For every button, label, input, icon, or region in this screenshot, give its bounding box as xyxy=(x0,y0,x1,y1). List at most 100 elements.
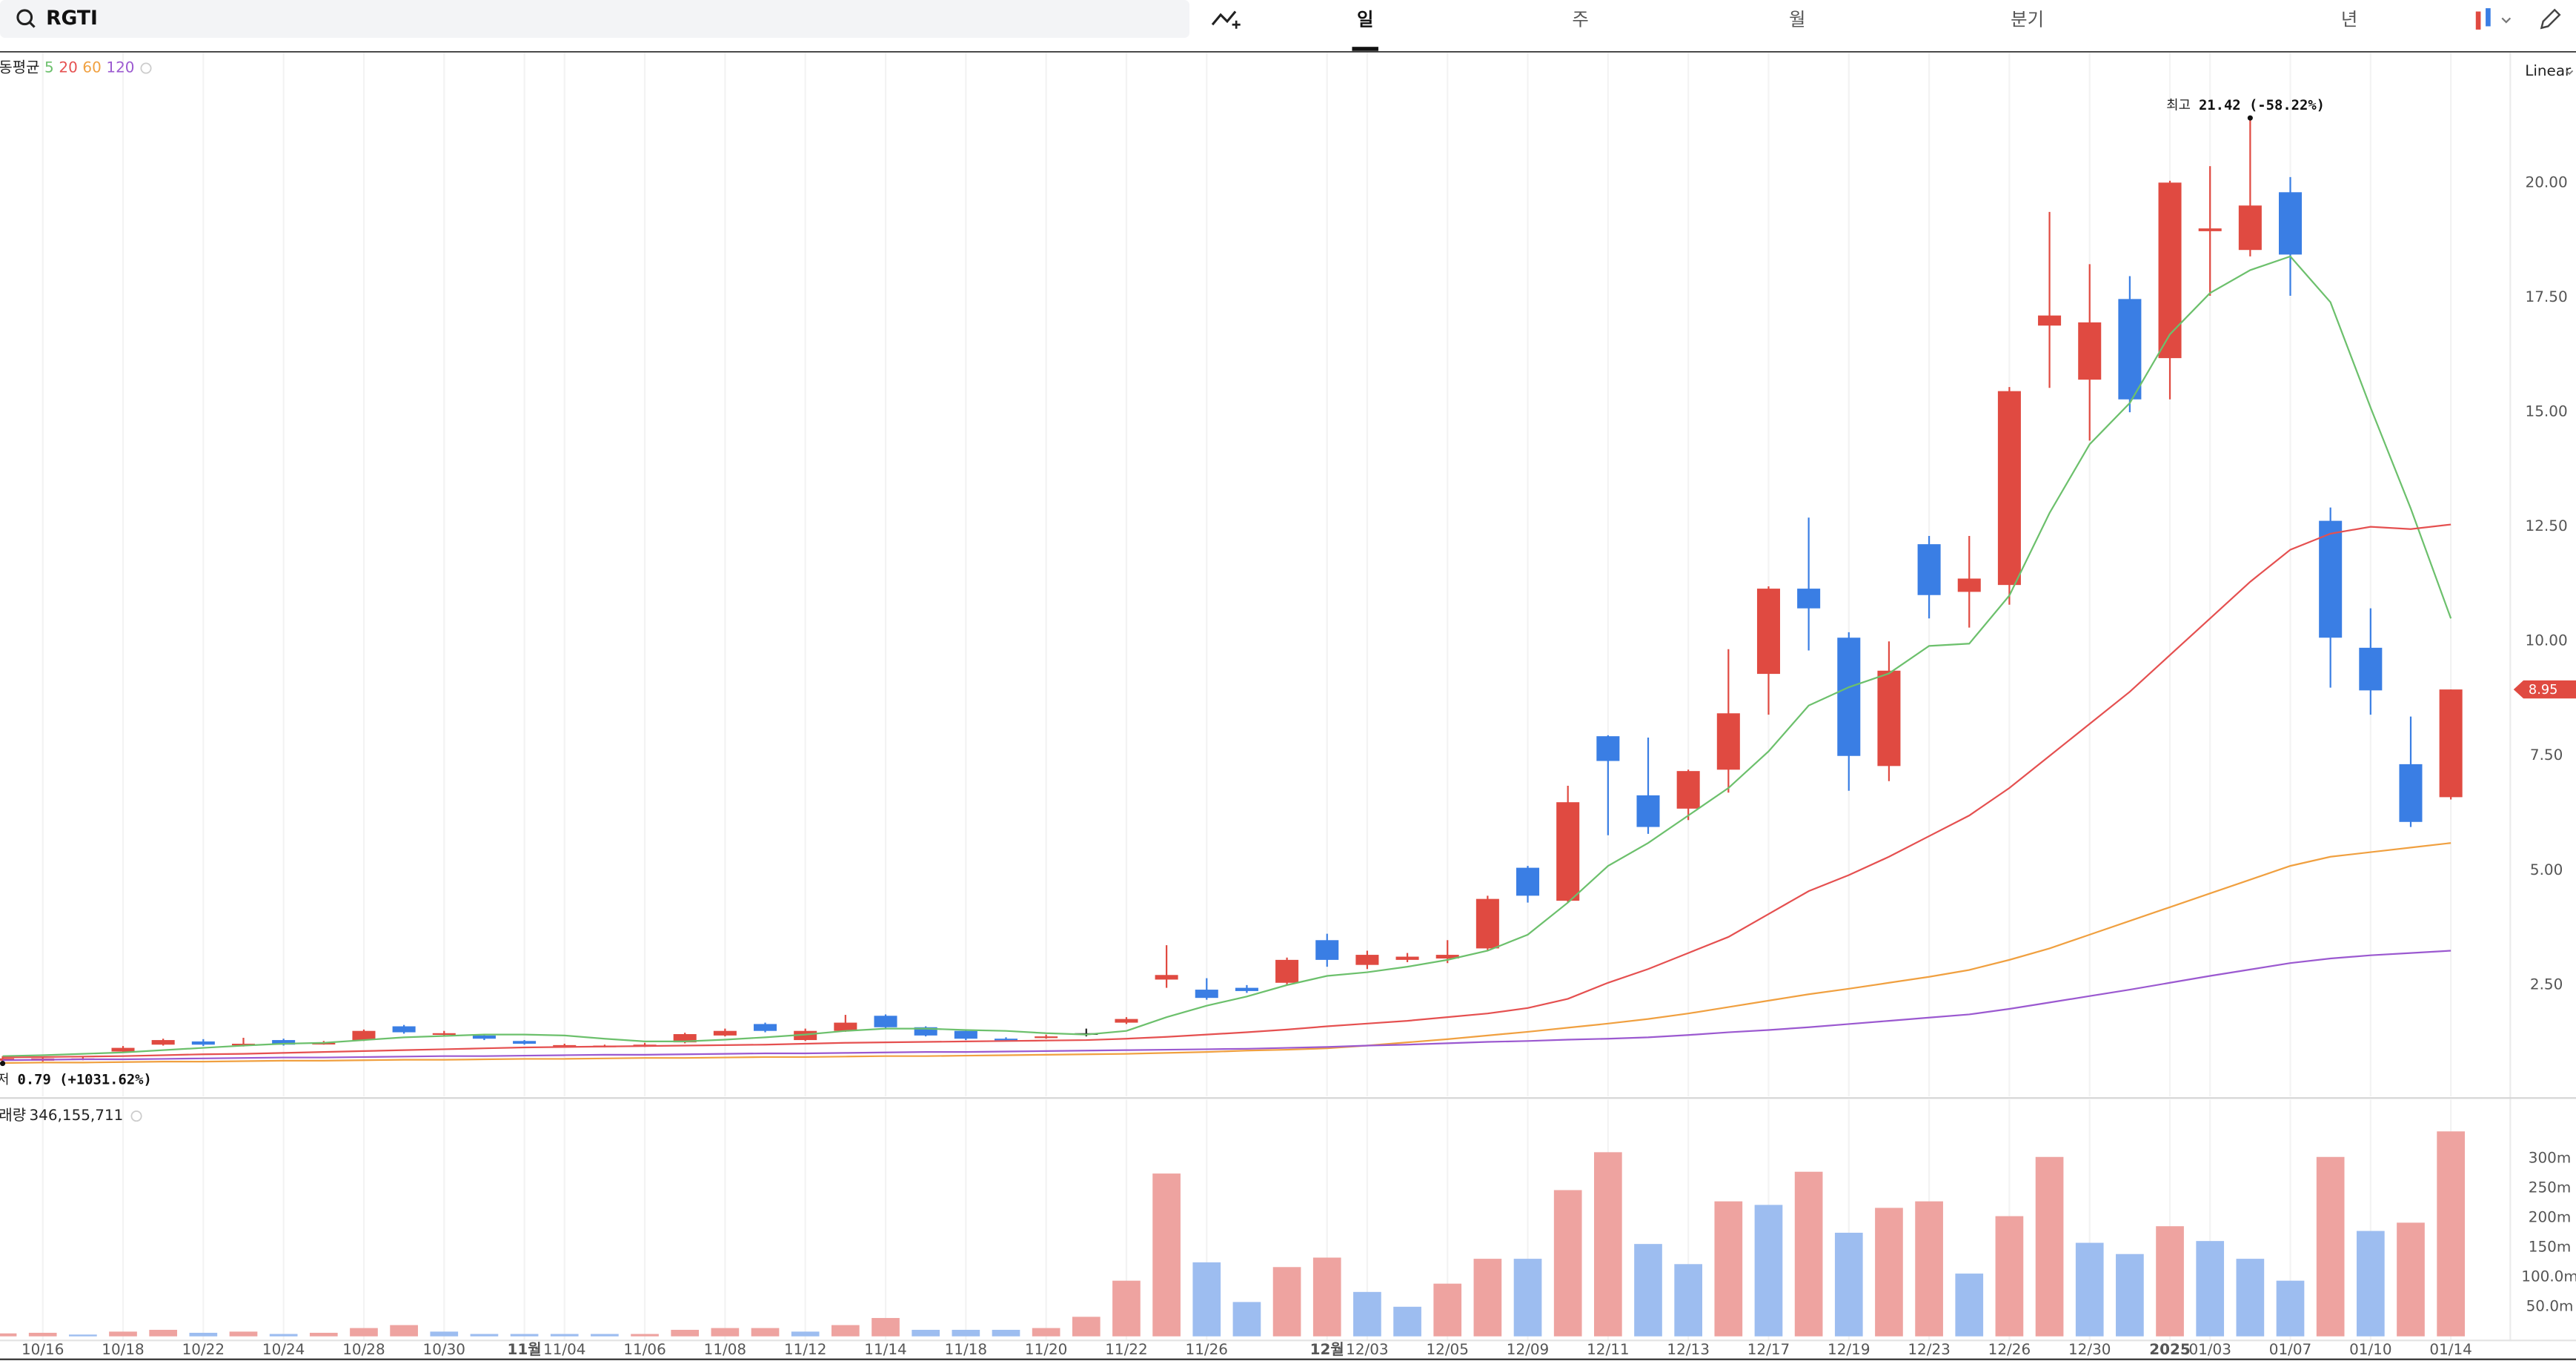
x-tick-label: 12월 xyxy=(1310,1340,1344,1358)
volume-bar xyxy=(1955,1274,1984,1337)
candle-body xyxy=(1596,736,1620,761)
candle-body xyxy=(1917,544,1941,595)
search-icon xyxy=(16,9,33,26)
volume-bar xyxy=(550,1334,579,1337)
volume-bar xyxy=(992,1329,1020,1337)
candle-body xyxy=(432,1033,456,1036)
x-tick-label: 01/03 xyxy=(2188,1340,2231,1358)
volume-bar xyxy=(189,1332,218,1337)
candle-body xyxy=(994,1039,1018,1041)
volume-bar xyxy=(28,1332,57,1337)
legend-entry: 120 xyxy=(106,59,134,76)
volume-bar xyxy=(1513,1259,1542,1337)
candle-body xyxy=(2118,299,2142,400)
x-tick-label: 12/03 xyxy=(1346,1340,1388,1358)
tab[interactable]: 분기 xyxy=(2011,9,2044,30)
candle-body xyxy=(2198,228,2222,231)
tab[interactable]: 년 xyxy=(2341,9,2357,30)
volume-bar xyxy=(751,1328,780,1337)
x-tick-label: 11/12 xyxy=(784,1340,826,1358)
volume-bar xyxy=(1794,1171,1823,1337)
x-tick-label: 10/28 xyxy=(342,1340,385,1358)
x-tick-label: 11/18 xyxy=(945,1340,987,1358)
candle-body xyxy=(472,1035,496,1039)
candle-body xyxy=(2078,322,2102,380)
candle-body xyxy=(1997,391,2021,586)
candle-body xyxy=(1516,867,1540,896)
y-tick-label: 7.50 xyxy=(2530,746,2563,764)
volume-bar xyxy=(872,1317,900,1337)
volume-bar xyxy=(69,1334,97,1337)
volume-bar xyxy=(1553,1190,1582,1337)
x-tick-label: 12/11 xyxy=(1587,1340,1629,1358)
volume-bar xyxy=(1834,1232,1863,1337)
volume-bar xyxy=(591,1334,619,1337)
volume-bar xyxy=(1072,1317,1101,1337)
candle-body xyxy=(834,1022,857,1031)
x-tick-label: 01/14 xyxy=(2429,1340,2472,1358)
y-tick-label: 20.00 xyxy=(2526,173,2568,191)
volume-bar xyxy=(912,1329,940,1337)
candle-body xyxy=(2238,205,2262,251)
tab[interactable]: 월 xyxy=(1789,9,1805,30)
x-tick-label: 11/06 xyxy=(623,1340,665,1358)
chart-type-chevron[interactable] xyxy=(2501,17,2512,24)
volume-bar xyxy=(1192,1262,1221,1337)
candle-body xyxy=(1716,713,1740,770)
active-tab-underline xyxy=(1352,47,1378,51)
legend-entry: 5 xyxy=(44,59,54,76)
x-tick-label: 10/16 xyxy=(21,1340,64,1358)
tab[interactable]: 주 xyxy=(1572,9,1588,30)
volume-bar xyxy=(831,1325,860,1337)
x-tick-label: 01/07 xyxy=(2269,1340,2311,1358)
candle-body xyxy=(794,1030,817,1041)
candle-body xyxy=(954,1030,977,1039)
moving-average-line xyxy=(2,523,2451,1059)
x-tick-label: 11/20 xyxy=(1025,1340,1067,1358)
y-tick-label: 100.0m xyxy=(2521,1267,2576,1285)
candle-body xyxy=(1475,898,1499,949)
volume-bar xyxy=(1353,1291,1381,1337)
volume-bar xyxy=(1714,1201,1743,1337)
candle-body xyxy=(1636,795,1660,827)
candle-body xyxy=(553,1044,577,1047)
volume-bar xyxy=(2397,1222,2425,1337)
candle-body xyxy=(2278,192,2303,255)
volume-bar xyxy=(952,1329,980,1337)
volume-bar xyxy=(1152,1173,1181,1337)
chart-type-icon-down[interactable] xyxy=(2486,8,2491,27)
scale-chevron[interactable] xyxy=(2566,70,2574,76)
candle-body xyxy=(1195,990,1218,999)
candle-body xyxy=(1837,638,1861,756)
y-tick-label: 150m xyxy=(2529,1237,2571,1255)
volume-bar xyxy=(1634,1244,1662,1337)
tab[interactable]: 일 xyxy=(1357,9,1373,30)
volume-bar xyxy=(309,1332,338,1337)
volume-bar xyxy=(711,1328,740,1337)
candle-body xyxy=(2158,182,2182,359)
volume-bar xyxy=(1433,1283,1462,1337)
draw-icon[interactable] xyxy=(2540,8,2561,30)
candle-body xyxy=(914,1027,937,1036)
search-text[interactable]: RGTI xyxy=(46,7,98,30)
labels: 10/16 10/18 10/22 10/24 10/28 10/30 11월 11/04 11… xyxy=(0,59,2576,1359)
candle-body xyxy=(673,1034,697,1043)
candle-body xyxy=(2439,689,2463,798)
candle-body xyxy=(713,1030,737,1036)
indicator-icon[interactable] xyxy=(1211,10,1237,26)
scale-label[interactable]: Linear xyxy=(2525,62,2572,79)
candle-body xyxy=(754,1024,777,1031)
y-tick-label: 5.00 xyxy=(2530,861,2563,878)
y-tick-label: 10.00 xyxy=(2526,632,2568,649)
volume-bar xyxy=(149,1329,178,1337)
search-box[interactable] xyxy=(0,0,1189,38)
y-tick-label: 250m xyxy=(2529,1179,2571,1196)
volume-bar xyxy=(2075,1242,2104,1337)
candle-body xyxy=(1797,589,1821,609)
x-tick-label: 2025 xyxy=(2149,1340,2190,1358)
candle-body xyxy=(1035,1036,1058,1039)
chart-type-icon-up[interactable] xyxy=(2475,11,2481,30)
x-tick-label: 11/26 xyxy=(1186,1340,1228,1358)
tabs: 일 주 월 분기 년 xyxy=(1357,9,2357,30)
x-tick-label: 12/19 xyxy=(1828,1340,1870,1358)
